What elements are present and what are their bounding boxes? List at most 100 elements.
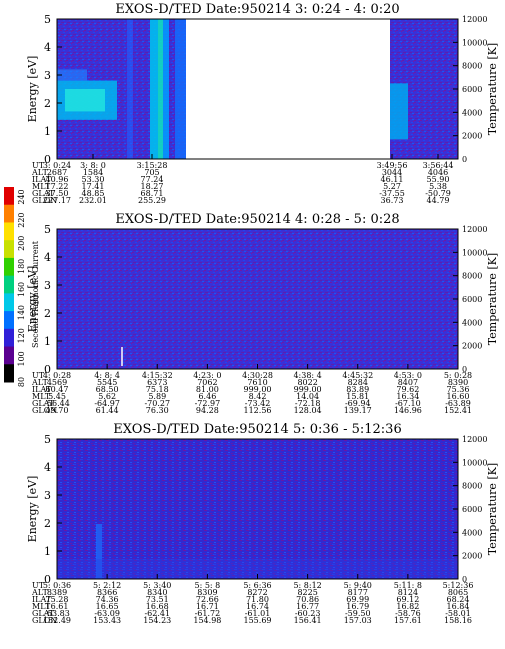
table-cell: 75.18 [146, 385, 169, 394]
table-cell: -63.09 [94, 609, 120, 618]
table-cell: 70.86 [296, 595, 319, 604]
table-cell: 3:56:44 [423, 161, 454, 170]
table-cell: 75.28 [46, 595, 69, 604]
colorbar-segment [4, 328, 14, 348]
heatmap-stripe [127, 19, 133, 159]
y-tick-label: 3 [44, 489, 51, 502]
table-cell: 16.65 [96, 602, 119, 611]
colorbar-tick-label: 80 [17, 377, 26, 387]
colorbar-tick-label: 200 [17, 236, 26, 251]
table-cell: 36.73 [381, 196, 404, 205]
table-cell: 152.41 [444, 406, 472, 415]
table-cell: 4:30:28 [242, 371, 273, 380]
table-row-label: GLON [32, 196, 57, 205]
heatmap-stripe [158, 19, 163, 159]
table-row-label: ILAT [32, 175, 52, 184]
table-cell: 5.89 [148, 392, 166, 401]
table-cell: 46.11 [381, 175, 404, 184]
table-cell: 232.01 [79, 196, 107, 205]
y2-tick-label: 10000 [462, 248, 487, 257]
table-cell: 158.16 [444, 616, 472, 625]
heatmap-field [57, 229, 458, 369]
table-cell: 8272 [247, 588, 267, 597]
table-cell: 16.71 [196, 602, 219, 611]
table-cell: 8407 [398, 378, 418, 387]
table-cell: 153.43 [93, 616, 121, 625]
colorbar-segment [4, 187, 14, 206]
y-tick-label: 4 [44, 251, 51, 264]
y2-tick-label: 2000 [462, 132, 482, 141]
y2-tick-label: 12000 [462, 15, 487, 24]
table-cell: 705 [144, 168, 159, 177]
colorbar-tick-label: 240 [17, 189, 26, 204]
table-cell: 61.44 [96, 406, 119, 415]
table-cell: 76.30 [146, 406, 169, 415]
table-row-label: GLON [32, 406, 57, 415]
table-cell: 77.24 [141, 175, 164, 184]
y2-tick-label: 4000 [462, 528, 482, 537]
table-cell: 8177 [348, 588, 368, 597]
y2-axis-label: Temperature [K] [486, 43, 499, 135]
table-cell: 156.41 [294, 616, 322, 625]
colorbar: 80 100 120 140 160 180 200 220 240 Second Harmoni… [4, 187, 40, 387]
y2-tick-label: 8000 [462, 272, 482, 281]
y-tick-label: 1 [44, 125, 51, 138]
table-row-label: ILAT [32, 385, 52, 394]
table-cell: -59.50 [345, 609, 371, 618]
y-tick-label: 5 [44, 13, 51, 26]
table-cell: 16.68 [146, 602, 169, 611]
table-cell: 16.60 [447, 392, 470, 401]
y-axis-label: Energy [eV] [26, 56, 39, 123]
table-cell: 4: 0:28 [43, 371, 71, 380]
table-row-label: MLT [32, 602, 51, 611]
colorbar-tick-label: 180 [17, 259, 26, 274]
table-cell: 49.70 [46, 406, 69, 415]
table-row-label: UT [32, 581, 45, 590]
table-cell: 5.45 [48, 392, 66, 401]
table-cell: 68.50 [96, 385, 119, 394]
table-cell: 81.00 [196, 385, 219, 394]
table-row-label: ILAT [32, 595, 52, 604]
y2-axis-label: Temperature [K] [486, 463, 499, 555]
table-cell: 16.77 [296, 602, 319, 611]
table-cell: 8389 [47, 588, 67, 597]
table-cell: 1584 [83, 168, 103, 177]
table-cell: -72.18 [295, 399, 321, 408]
table-cell: 74.36 [96, 595, 119, 604]
table-cell: 999.00 [294, 385, 322, 394]
colorbar-tick-label: 100 [17, 351, 26, 366]
table-cell: 8.42 [249, 392, 267, 401]
table-cell: 75.36 [447, 385, 470, 394]
table-cell: -70.27 [144, 399, 170, 408]
table-cell: 83.89 [346, 385, 369, 394]
panel-title: EXOS-D/TED Date:950214 5: 0:36 - 5:12:36 [113, 422, 401, 437]
table-cell: 16.82 [396, 602, 419, 611]
y2-tick-label: 6000 [462, 295, 482, 304]
heatmap-stripe [175, 19, 186, 159]
y-tick-label: 2 [44, 307, 51, 320]
panel-1: EXOS-D/TED Date:950214 3: 0:24 - 4: 0:20… [26, 2, 499, 205]
table-cell: 5: 8:12 [293, 581, 321, 590]
table-cell: 53.30 [82, 175, 105, 184]
table-cell: -58.01 [445, 609, 471, 618]
y2-tick-label: 6000 [462, 505, 482, 514]
colorbar-segment [4, 257, 14, 277]
table-cell: -69.94 [345, 399, 371, 408]
panel-2: EXOS-D/TED Date:950214 4: 0:28 - 5: 0:28… [26, 212, 499, 415]
table-cell: 4:53: 0 [394, 371, 422, 380]
y2-tick-label: 0 [462, 365, 467, 374]
table-cell: 17.41 [82, 182, 105, 191]
table-cell: 3:49:56 [377, 161, 408, 170]
table-cell: 227.17 [43, 196, 71, 205]
table-cell: 112.56 [244, 406, 272, 415]
y-tick-label: 4 [44, 41, 51, 54]
table-cell: 16.34 [396, 392, 419, 401]
table-cell: 3: 0:24 [43, 161, 71, 170]
table-cell: 79.62 [396, 385, 419, 394]
colorbar-segment [4, 364, 14, 383]
table-cell: 16.61 [46, 602, 69, 611]
table-cell: 4569 [47, 378, 67, 387]
table-cell: 3: 8: 0 [80, 161, 106, 170]
y2-tick-label: 2000 [462, 552, 482, 561]
